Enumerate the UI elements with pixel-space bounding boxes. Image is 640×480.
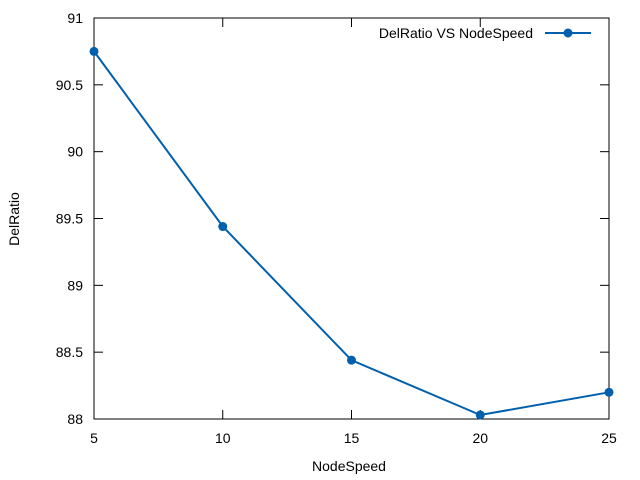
y-tick-label: 90.5 bbox=[56, 77, 83, 93]
y-axis-ticks: 88 88.5 89 89.5 90 90.5 91 bbox=[56, 10, 609, 427]
y-tick-label: 91 bbox=[67, 10, 83, 26]
data-point bbox=[218, 222, 228, 232]
data-point bbox=[604, 387, 614, 397]
x-tick-label: 20 bbox=[472, 430, 488, 446]
y-axis-label: DelRatio bbox=[6, 192, 22, 246]
x-tick-label: 10 bbox=[215, 430, 231, 446]
x-tick-label: 25 bbox=[601, 430, 617, 446]
legend: DelRatio VS NodeSpeed bbox=[379, 25, 591, 41]
y-tick-label: 90 bbox=[67, 144, 83, 160]
x-tick-label: 15 bbox=[344, 430, 360, 446]
data-point bbox=[347, 355, 356, 365]
x-axis-label: NodeSpeed bbox=[312, 458, 386, 474]
y-tick-label: 89 bbox=[67, 277, 83, 293]
legend-marker bbox=[563, 28, 573, 38]
x-axis-ticks: 5 10 15 20 25 bbox=[90, 18, 617, 446]
data-point bbox=[475, 410, 485, 420]
data-point bbox=[89, 46, 99, 56]
y-tick-label: 89.5 bbox=[56, 211, 83, 227]
series-layer bbox=[89, 46, 614, 420]
legend-label: DelRatio VS NodeSpeed bbox=[379, 25, 533, 41]
x-tick-label: 5 bbox=[90, 430, 98, 446]
y-tick-label: 88.5 bbox=[56, 344, 83, 360]
y-tick-label: 88 bbox=[67, 411, 83, 427]
